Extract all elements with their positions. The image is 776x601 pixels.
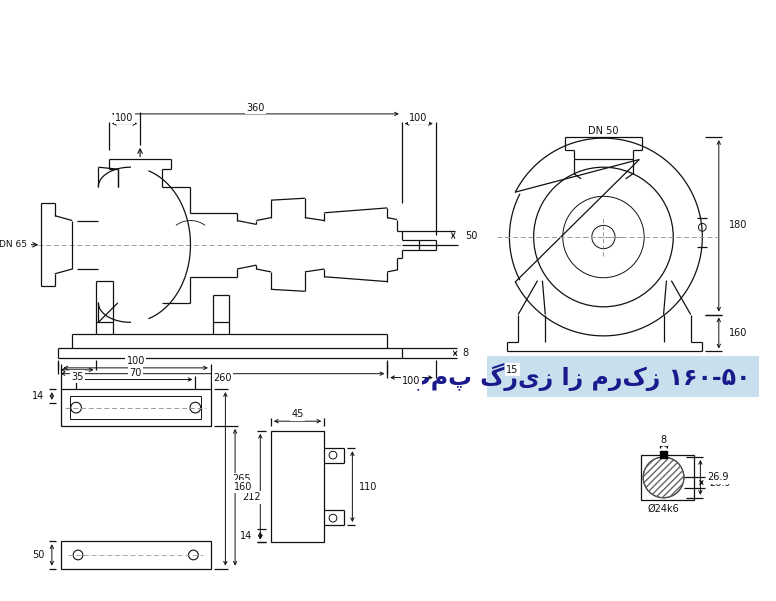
- Text: 45: 45: [292, 409, 303, 419]
- Text: 50: 50: [32, 550, 44, 560]
- Text: 212: 212: [242, 492, 261, 502]
- Text: DN 50: DN 50: [588, 126, 618, 136]
- Bar: [271, 431, 324, 542]
- Bar: [71, 396, 201, 419]
- Text: 360: 360: [246, 103, 265, 113]
- Text: 50: 50: [465, 231, 477, 241]
- Text: 15: 15: [506, 365, 518, 375]
- Text: 26.9: 26.9: [709, 478, 731, 487]
- Text: 8: 8: [660, 435, 667, 445]
- Text: 100: 100: [116, 113, 133, 123]
- Text: پمپ گریز از مرکز ۱۶۰-۵۰: پمپ گریز از مرکز ۱۶۰-۵۰: [407, 362, 751, 391]
- Text: 265: 265: [232, 474, 251, 484]
- Text: 70: 70: [130, 368, 142, 377]
- Bar: [61, 542, 211, 569]
- Text: 100: 100: [402, 376, 421, 386]
- Text: 110: 110: [359, 481, 378, 492]
- Text: 14: 14: [241, 531, 252, 540]
- Text: 14: 14: [32, 391, 44, 401]
- Text: 100: 100: [126, 356, 145, 366]
- Circle shape: [643, 457, 684, 498]
- Text: 160: 160: [234, 481, 252, 492]
- Text: Ø24k6: Ø24k6: [648, 504, 680, 514]
- Text: 35: 35: [71, 371, 83, 382]
- Bar: [487, 356, 759, 397]
- Bar: [641, 455, 694, 499]
- Text: 26.9: 26.9: [707, 472, 729, 483]
- Bar: [61, 389, 211, 426]
- Text: 100: 100: [409, 113, 428, 123]
- Text: 180: 180: [729, 221, 747, 230]
- Text: 8: 8: [462, 349, 468, 358]
- Text: 260: 260: [213, 373, 232, 383]
- Text: 160: 160: [729, 328, 747, 338]
- Bar: [660, 451, 667, 458]
- Text: DN 65: DN 65: [0, 240, 26, 249]
